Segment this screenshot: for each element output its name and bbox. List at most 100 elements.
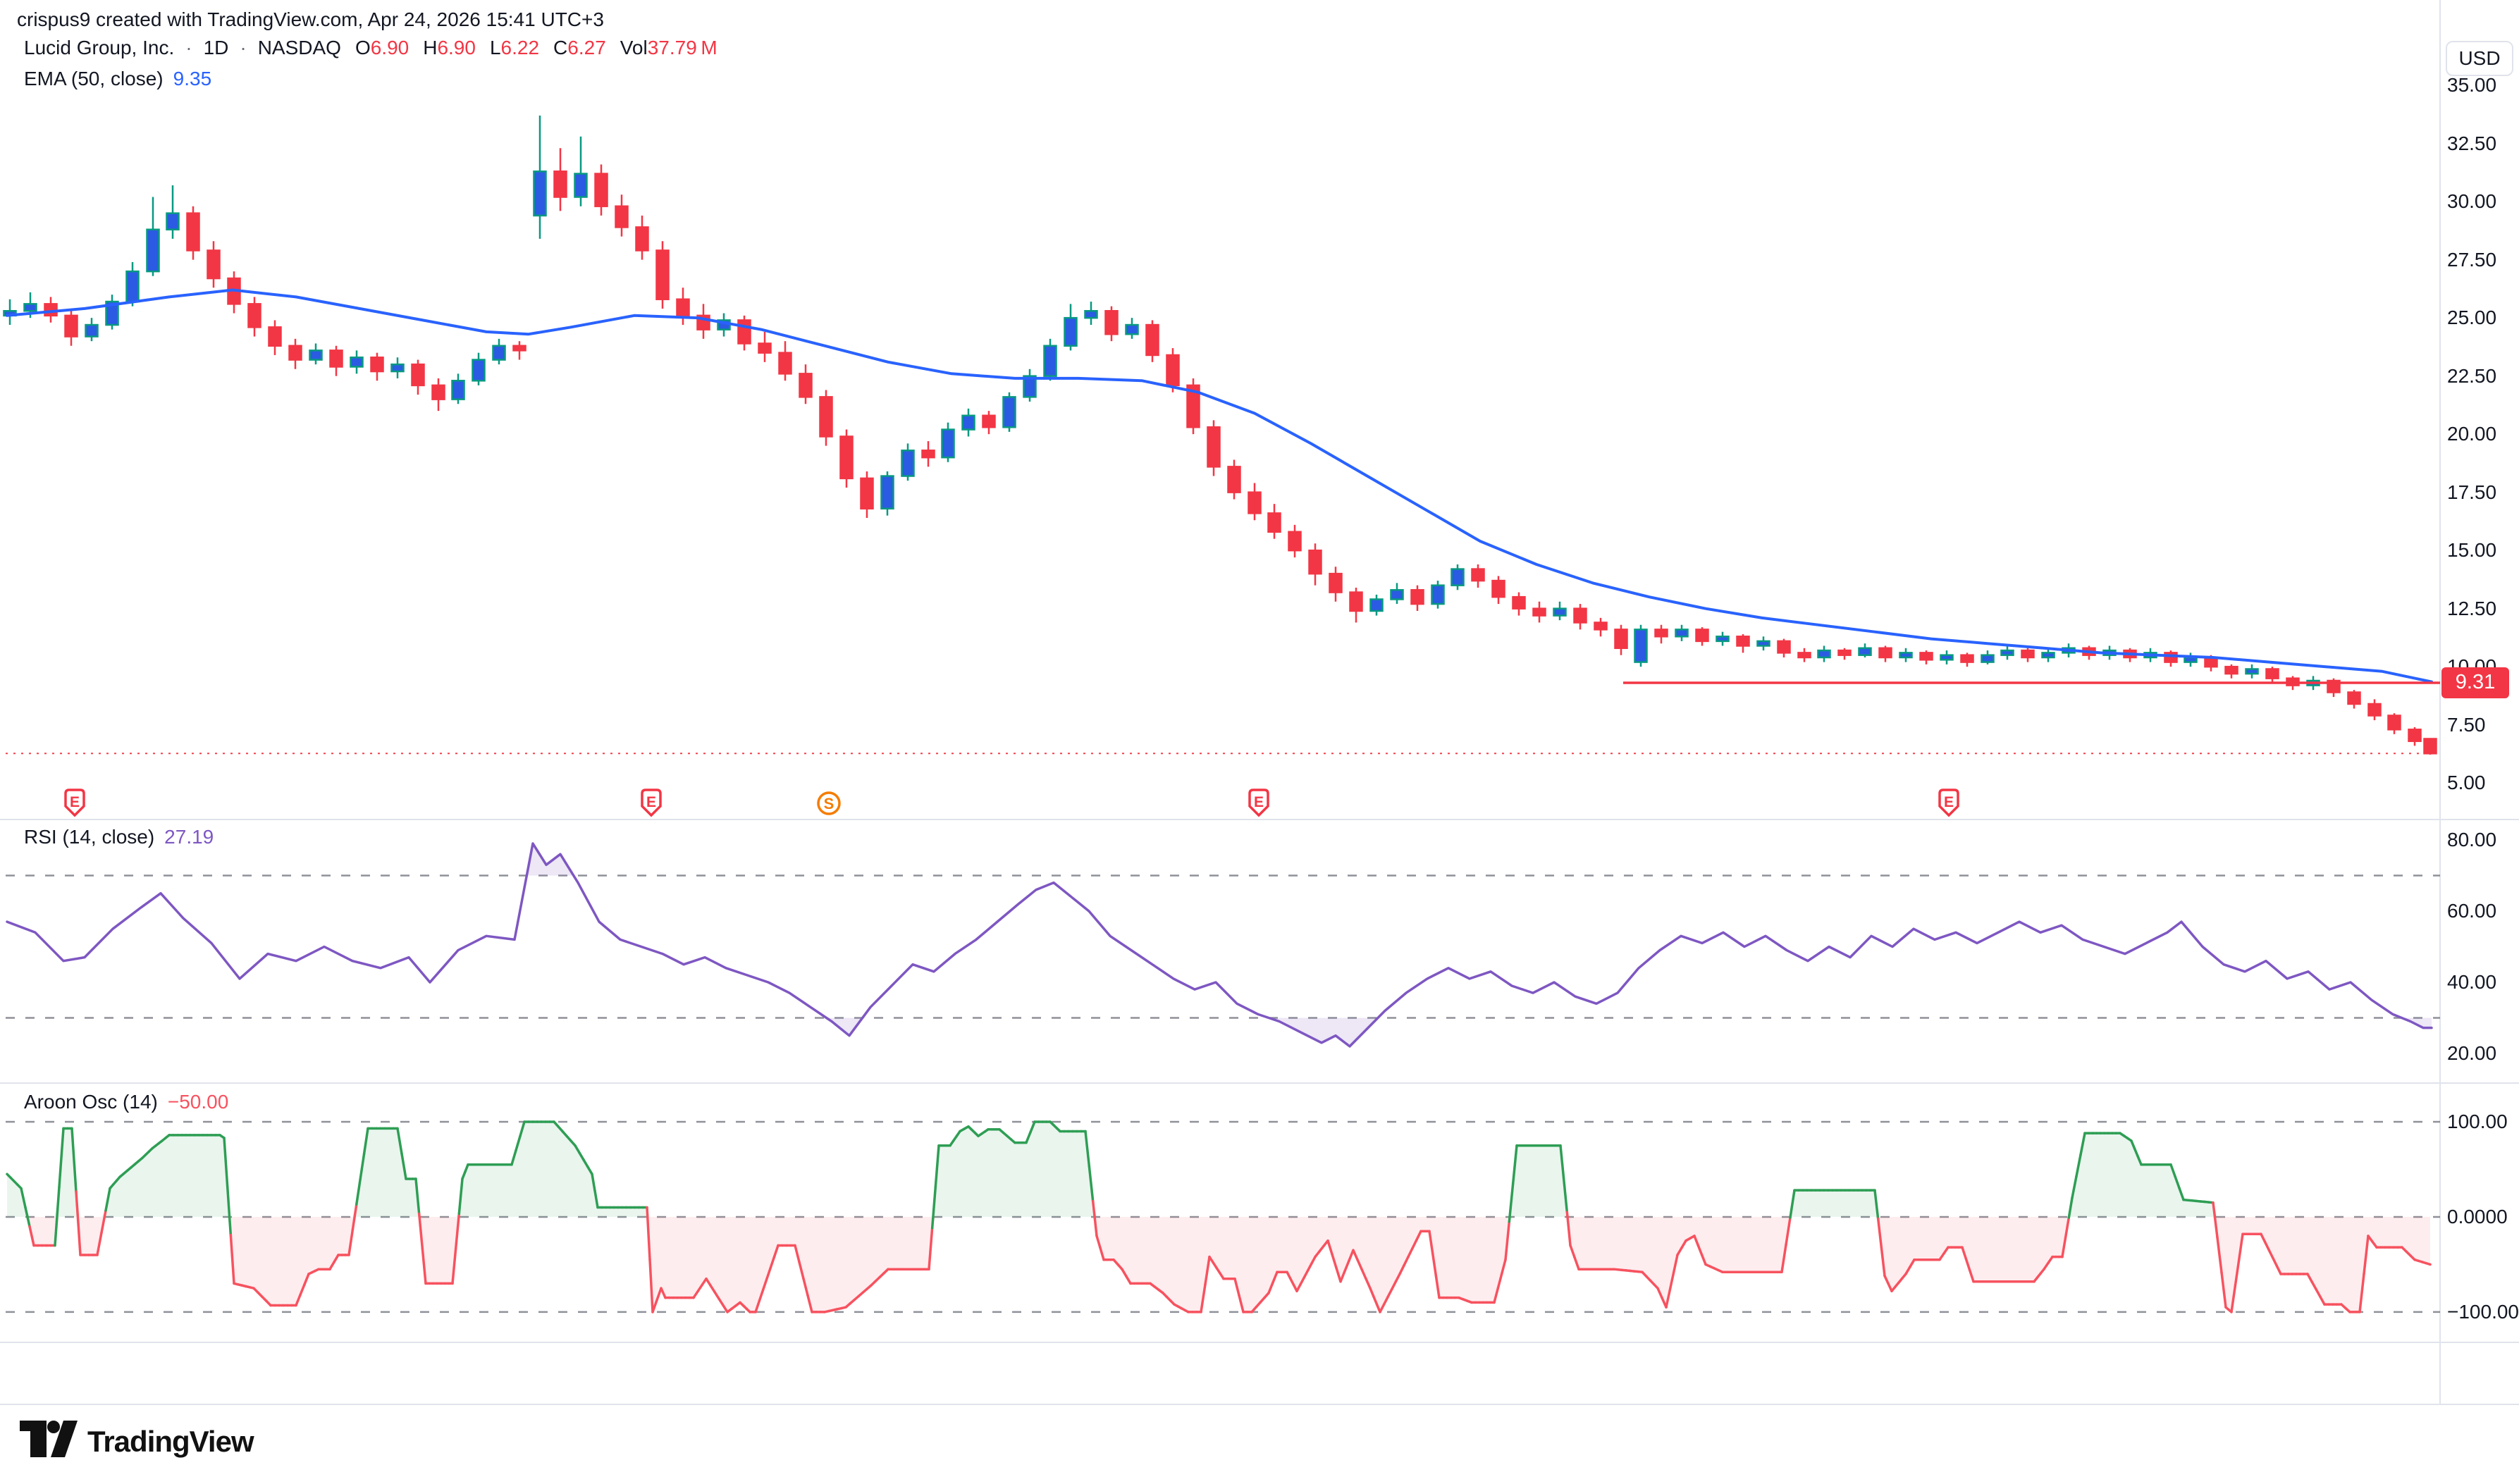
aroon-line-segment [2216, 1236, 2223, 1274]
price-line-label: 9.31 [2441, 667, 2509, 698]
svg-text:E: E [1254, 794, 1264, 810]
aroon-line-segment [1271, 1270, 1279, 1284]
aroon-line-segment [96, 1231, 103, 1256]
candle-body [2387, 715, 2401, 731]
aroon-line-segment [1665, 1288, 1672, 1309]
candle-body [1573, 607, 1587, 624]
ema-legend-row[interactable]: EMA (50, close) 9.35 [24, 68, 211, 90]
aroon-line-segment [574, 1144, 581, 1154]
aroon-line-segment [1403, 1255, 1410, 1267]
split-badge[interactable]: S [817, 788, 841, 819]
rsi-legend-row[interactable]: RSI (14, close) 27.19 [24, 826, 214, 848]
aroon-line-segment [692, 1290, 699, 1299]
aroon-line-segment [758, 1288, 765, 1302]
aroon-line-segment [464, 1163, 469, 1173]
aroon-line-segment [1091, 1199, 1098, 1237]
aroon-line-segment [1379, 1303, 1386, 1313]
price-axis-tick: 20.00 [2447, 423, 2497, 445]
aroon-line-segment [454, 1212, 461, 1250]
currency-chip: USD [2446, 41, 2513, 76]
aroon-line-segment [1672, 1254, 1679, 1274]
candle-body [2347, 691, 2361, 705]
candle-body [635, 226, 649, 252]
aroon-line-segment [593, 1189, 599, 1209]
legend-separator: · [240, 37, 247, 58]
candle-body [2224, 665, 2238, 675]
aroon-line-segment [2230, 1285, 2237, 1313]
aroon-line-segment [1348, 1249, 1355, 1262]
aroon-axis-tick: −100.00 [2447, 1300, 2519, 1323]
price-axis-tick: 35.00 [2447, 74, 2497, 97]
candle-body [676, 298, 690, 317]
earnings-badge[interactable]: E [63, 788, 87, 819]
candle-body [819, 396, 833, 438]
earnings-badge[interactable]: E [639, 788, 663, 819]
aroon-line-segment [754, 1299, 761, 1313]
aroon-line-segment [1961, 1246, 1968, 1261]
aroon-line-segment [586, 1165, 593, 1175]
aroon-line-segment [2306, 1273, 2313, 1283]
aroon-line-segment [1942, 1246, 1950, 1255]
aroon-line-segment [1573, 1256, 1580, 1270]
aroon-line-segment [2263, 1240, 2270, 1251]
aroon-line-segment [2267, 1249, 2274, 1260]
aroon-line-segment [226, 1185, 233, 1237]
candle-body [1267, 512, 1281, 533]
candle-body [1532, 607, 1546, 617]
candle-body [1797, 652, 1811, 659]
aroon-line-segment [1676, 1247, 1683, 1256]
candle-body [1166, 354, 1180, 387]
aroon-line-segment [75, 1190, 82, 1256]
candle-body [350, 356, 364, 368]
candle-body [105, 300, 119, 326]
aroon-line-segment [58, 1127, 65, 1189]
candle-body [1002, 396, 1016, 428]
aroon-line-segment [1295, 1282, 1302, 1292]
candle-body [23, 303, 37, 312]
aroon-legend-row[interactable]: Aroon Osc (14) −50.00 [24, 1091, 228, 1113]
aroon-line-segment [1125, 1275, 1132, 1285]
aroon-line-segment [1356, 1258, 1363, 1270]
aroon-line-segment [930, 1185, 937, 1230]
symbol-legend-row[interactable]: Lucid Group, Inc. · 1D · NASDAQ O6.90 H6… [24, 37, 717, 59]
aroon-line-segment [2136, 1155, 2143, 1166]
aroon-line-segment [1693, 1235, 1700, 1247]
ohlc-low: L6.22 [489, 37, 540, 58]
aroon-line-segment [1431, 1251, 1438, 1277]
aroon-line-segment [54, 1185, 61, 1247]
price-axis-tick: 32.50 [2447, 132, 2497, 154]
aroon-line-segment [591, 1173, 596, 1192]
candle-body [961, 414, 975, 431]
candle-body [1777, 640, 1791, 654]
price-axis[interactable]: 35.00 32.50 30.00 27.50 25.00 22.50 20.00 17.50… [0, 0, 2519, 820]
tradingview-logo-icon [20, 1421, 78, 1462]
aroon-value: −50.00 [167, 1091, 229, 1113]
candle-body [1349, 591, 1363, 612]
indicator-area-fill [7, 1018, 2432, 1046]
price-axis-tick: 12.50 [2447, 597, 2497, 619]
candle-body [247, 303, 261, 328]
aroon-line-segment [1785, 1216, 1792, 1247]
aroon-line-segment [1394, 1273, 1401, 1283]
candle-body [1817, 649, 1831, 659]
aroon-axis-tick: 0.0000 [2447, 1205, 2508, 1228]
candle-body [1736, 636, 1750, 647]
tradingview-watermark[interactable]: TradingView [20, 1421, 254, 1462]
aroon-line-segment [802, 1277, 809, 1297]
candle-body [390, 363, 405, 373]
earnings-badge[interactable]: E [1247, 788, 1271, 819]
aroon-line-segment [414, 1177, 421, 1216]
candle-body [2367, 703, 2382, 717]
earnings-badge[interactable]: E [1937, 788, 1961, 819]
aroon-line-segment [421, 1247, 427, 1285]
aroon-line-segment [578, 1151, 585, 1161]
aroon-line-segment [2079, 1132, 2086, 1156]
time-axis[interactable]: MayJunJulAugSepOctNovDec2026FebMarApr [0, 1342, 2519, 1404]
rsi-label: RSI (14, close) [24, 826, 155, 848]
candle-body [1756, 640, 1770, 647]
ema-line [6, 288, 2433, 684]
candle-body [574, 173, 588, 198]
aroon-line-segment [295, 1293, 302, 1307]
aroon-line-segment [362, 1127, 369, 1156]
